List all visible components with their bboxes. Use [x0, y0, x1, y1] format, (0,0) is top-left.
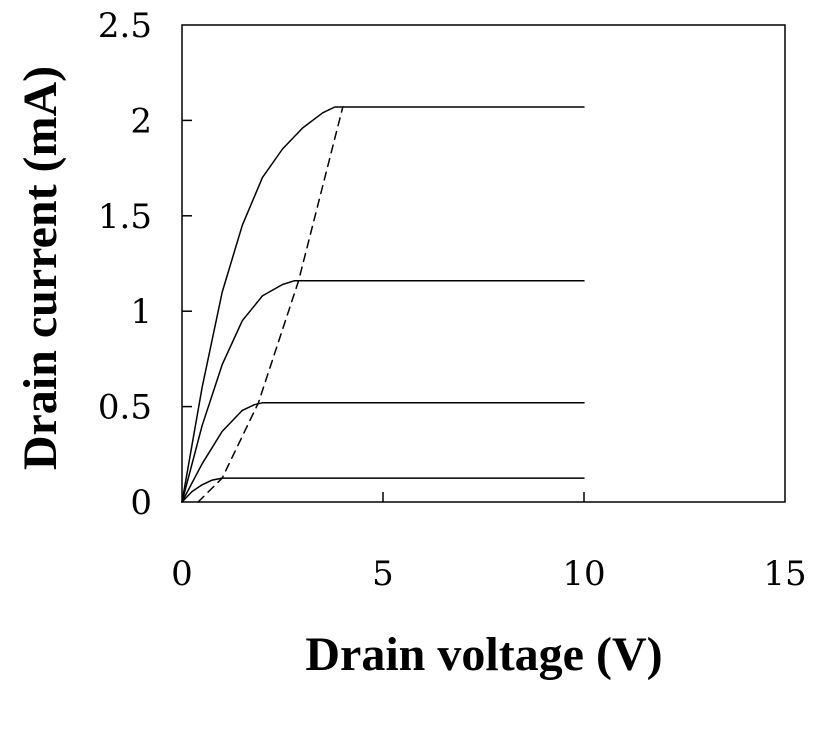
y-tick-label: 1 — [130, 292, 152, 332]
y-tick-label: 0 — [130, 483, 152, 523]
x-tick-label: 5 — [372, 554, 394, 594]
x-tick-label: 10 — [562, 554, 605, 594]
drain-current-curve-4 — [181, 106, 585, 503]
x-tick-label: 15 — [763, 554, 806, 594]
x-axis-ticks: 0 5 10 15 — [171, 492, 807, 594]
drain-current-curve-1 — [181, 477, 585, 503]
y-tick-label: 2 — [130, 101, 152, 141]
series-group — [181, 106, 585, 503]
y-axis-title: Drain current (mA) — [14, 66, 67, 470]
y-tick-label: 2.5 — [98, 6, 152, 46]
plot-frame — [181, 24, 786, 503]
y-tick-label: 1.5 — [98, 197, 152, 237]
y-tick-label: 0.5 — [98, 388, 152, 428]
x-tick-label: 0 — [171, 554, 193, 594]
x-axis-title: Drain voltage (V) — [305, 628, 662, 681]
y-axis-ticks: 0 0.5 1 1.5 2 2.5 — [98, 6, 192, 523]
drain-current-curve-3 — [181, 279, 585, 503]
drain-current-curve-2 — [181, 402, 585, 503]
saturation-boundary-line — [197, 106, 344, 503]
